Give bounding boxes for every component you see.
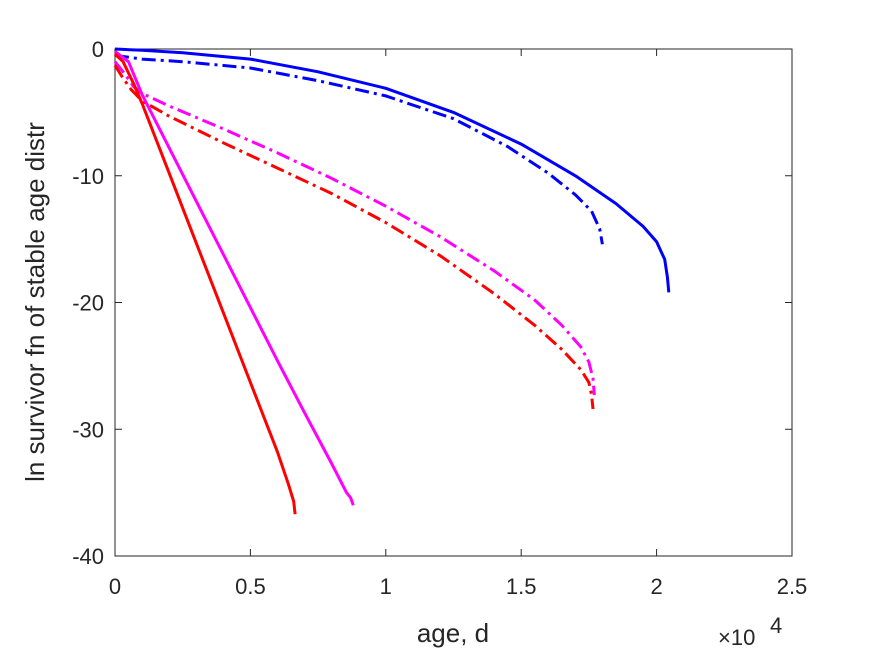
- x-tick-label: 0: [109, 574, 121, 599]
- series-line-1: [114, 47, 671, 293]
- y-tick-label: -40: [72, 544, 104, 569]
- plot-area: [114, 48, 793, 557]
- svg-text:×10: ×10: [718, 625, 755, 650]
- x-tick-label: 0.5: [235, 574, 266, 599]
- y-tick-label: -10: [72, 164, 104, 189]
- y-axis-label: ln survivor fn of stable age distr: [20, 122, 50, 482]
- x-axis-label: age, d: [417, 618, 489, 648]
- x-tick-label: 1: [380, 574, 392, 599]
- y-tick-label: -30: [72, 417, 104, 442]
- x-tick-label: 1.5: [506, 574, 537, 599]
- series-line-5: [114, 50, 355, 506]
- series-line-2: [114, 53, 604, 245]
- series-line-6: [113, 53, 297, 515]
- svg-text:4: 4: [770, 613, 782, 638]
- y-tick-label: -20: [72, 291, 104, 316]
- x-tick-labels: 0 0.5 1 1.5 2 2.5: [109, 574, 807, 599]
- x-tick-label: 2: [650, 574, 662, 599]
- series-layer: [113, 47, 671, 515]
- x-tick-label: 2.5: [777, 574, 808, 599]
- x-exponent-label: ×10 4: [718, 613, 782, 650]
- y-tick-labels: 0 -10 -20 -30 -40: [72, 37, 104, 569]
- y-tick-label: 0: [92, 37, 104, 62]
